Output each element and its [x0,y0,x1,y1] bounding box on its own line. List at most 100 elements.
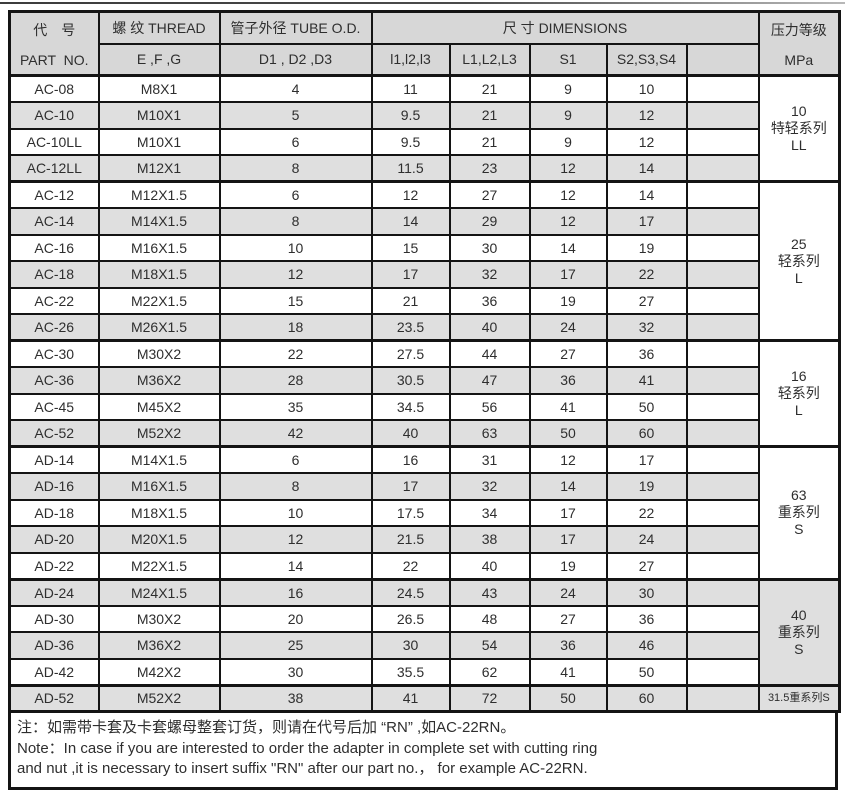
L-dim-cell: 36 [448,286,531,315]
thread-cell: M30X2 [97,604,221,633]
L-dim-cell: 63 [448,419,531,448]
pressure-group-cell: 40 重系列 S [757,577,841,686]
s2s3s4-cell: 30 [605,577,688,607]
s1-cell: 50 [528,683,608,713]
tube-od-cell: 22 [218,339,373,368]
table-row: AC-10 M10X1 5 9.5 21 9 12 [8,101,840,130]
s2s3s4-cell: 50 [605,392,688,421]
header-row-1: 代 号 PART NO. 螺 纹 THREAD 管子外径 TUBE O.D. 尺… [8,10,841,77]
extra-cell [685,631,760,660]
s2s3s4-cell: 27 [605,286,688,315]
table-row: AD-14 M14X1.5 6 16 31 12 17 63 重系列 S [8,445,841,580]
extra-cell [685,472,760,501]
pressure-group-line: LL [791,137,807,153]
part-no-cell: AD-20 [8,525,100,554]
header-l-upper: L1,L2,L3 [448,42,531,77]
tube-od-cell: 8 [218,472,373,501]
thread-cell: M16X1.5 [97,233,221,262]
extra-cell [685,127,760,156]
l-dim-cell: 41 [370,683,451,713]
tube-od-cell: 4 [218,74,373,103]
pressure-group-line: 25 [791,235,807,252]
part-no-cell: AD-14 [8,445,100,474]
thread-cell: M10X1 [97,101,221,130]
l-dim-cell: 21.5 [370,525,451,554]
thread-cell: M12X1.5 [97,180,221,209]
table-row: AC-12 M12X1.5 6 12 27 12 14 25 轻系列 L [8,180,841,342]
tube-od-cell: 10 [218,498,373,527]
l-dim-cell: 9.5 [370,101,451,130]
part-no-cell: AC-12 [8,180,100,209]
part-no-cell: AC-45 [8,392,100,421]
s2s3s4-cell: 19 [605,472,688,501]
table-row: AC-18 M18X1.5 12 17 32 17 22 [8,260,840,289]
L-dim-cell: 31 [448,445,531,474]
header-s2s3s4: S2,S3,S4 [605,42,688,77]
s2s3s4-cell: 17 [605,445,688,474]
header-pressure: 压力等级 MPa [757,10,841,77]
table-row: AC-22 M22X1.5 15 21 36 19 27 [8,286,840,315]
pressure-group-line: 轻系列 [777,385,820,401]
thread-cell: M20X1.5 [97,525,221,554]
header-part-no-en: PART NO. [19,51,89,68]
s1-cell: 12 [528,445,608,474]
header-pressure-unit: MPa [784,51,814,68]
extra-cell [685,313,760,342]
part-no-cell: AC-12LL [8,154,100,183]
header-thread-sub: E ,F ,G [97,42,221,77]
thread-cell: M18X1.5 [97,260,221,289]
L-dim-cell: 62 [448,657,531,686]
pressure-group-line: L [794,402,803,418]
thread-cell: M14X1.5 [97,207,221,236]
note-line-en-1: Note：In case if you are interested to or… [17,740,598,757]
s2s3s4-cell: 36 [605,339,688,368]
s1-cell: 24 [528,577,608,607]
tube-od-cell: 14 [218,551,373,580]
l-dim-cell: 11.5 [370,154,451,183]
tube-od-cell: 35 [218,392,373,421]
tube-od-cell: 18 [218,313,373,342]
l-dim-cell: 12 [370,180,451,209]
table-row: AC-45 M45X2 35 34.5 56 41 50 [8,392,840,421]
part-no-cell: AC-08 [8,74,100,103]
part-no-cell: AD-42 [8,657,100,686]
s1-cell: 36 [528,366,608,395]
header-tube-od-cn: 管子外径 TUBE O.D. [218,10,373,45]
s1-cell: 9 [528,74,608,103]
part-no-cell: AD-36 [8,631,100,660]
tube-od-cell: 10 [218,233,373,262]
l-dim-cell: 21 [370,286,451,315]
extra-cell [685,657,760,686]
thread-cell: M14X1.5 [97,445,221,474]
l-dim-cell: 24.5 [370,577,451,607]
l-dim-cell: 40 [370,419,451,448]
tube-od-cell: 6 [218,127,373,156]
s2s3s4-cell: 22 [605,498,688,527]
extra-cell [685,419,760,448]
table-row: AC-30 M30X2 22 27.5 44 27 36 16 轻系列 L [8,339,841,448]
thread-cell: M12X1 [97,154,221,183]
extra-cell [685,233,760,262]
s1-cell: 27 [528,339,608,368]
extra-cell [685,207,760,236]
tube-od-cell: 20 [218,604,373,633]
l-dim-cell: 34.5 [370,392,451,421]
pressure-group-line: 40 [791,606,807,623]
thread-cell: M10X1 [97,127,221,156]
tube-od-cell: 42 [218,419,373,448]
tube-od-cell: 6 [218,445,373,474]
pressure-group-line: 10 [791,103,807,119]
s1-cell: 17 [528,498,608,527]
table-row: AD-24 M24X1.5 16 24.5 43 24 30 40 重系列 S [8,577,841,686]
L-dim-cell: 32 [448,260,531,289]
s1-cell: 19 [528,551,608,580]
header-thread-cn: 螺 纹 THREAD [97,10,221,45]
s2s3s4-cell: 14 [605,154,688,183]
l-dim-cell: 35.5 [370,657,451,686]
L-dim-cell: 48 [448,604,531,633]
l-dim-cell: 30 [370,631,451,660]
table-row: AD-22 M22X1.5 14 22 40 19 27 [8,551,840,580]
pressure-group-line: 重系列 [777,623,820,640]
extra-cell [685,604,760,633]
L-dim-cell: 32 [448,472,531,501]
